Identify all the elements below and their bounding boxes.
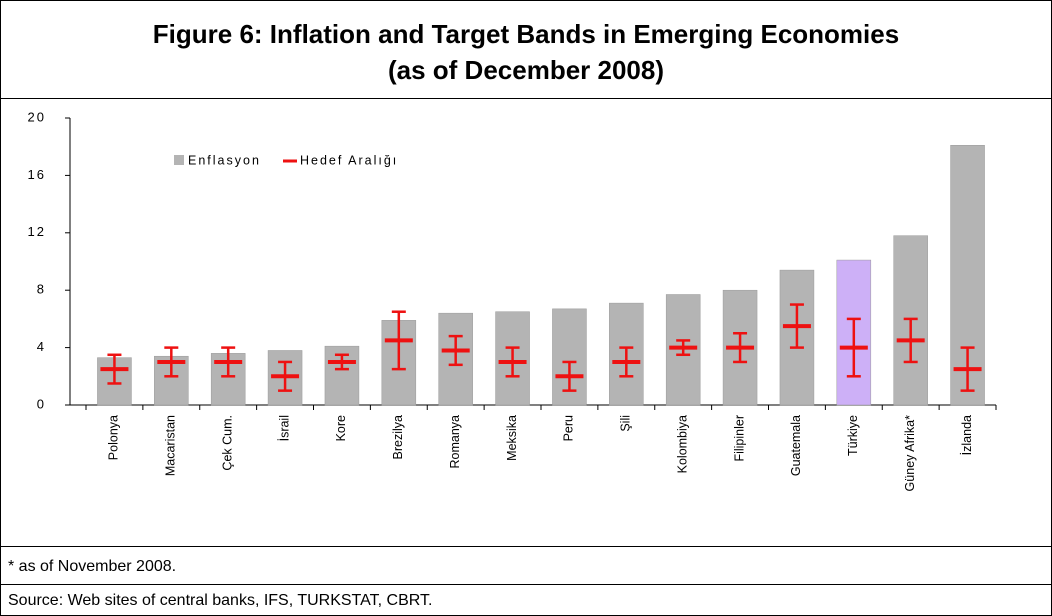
legend-label: Hedef Aralığı [300, 153, 398, 167]
x-tick-label: Guatemala [789, 415, 803, 476]
x-tick-label: Kolombiya [675, 415, 689, 473]
footnote: * as of November 2008. [8, 558, 176, 575]
x-tick-label: Peru [562, 415, 576, 441]
chart-title: Figure 6: Inflation and Target Bands in … [153, 19, 899, 49]
x-tick-label: Çek Cum. [220, 415, 234, 471]
y-tick-label: 8 [37, 282, 46, 297]
x-tick-label: Meksika [505, 415, 519, 461]
y-tick-label: 20 [28, 109, 46, 124]
y-tick-label: 0 [37, 396, 46, 411]
x-tick-label: Macaristan [164, 415, 178, 476]
x-tick-label: Türkiye [846, 415, 860, 456]
x-tick-label: Güney Afrika* [903, 415, 917, 492]
x-tick-label: Kore [334, 415, 348, 441]
y-tick-label: 12 [28, 224, 46, 239]
x-tick-label: Brezilya [391, 415, 405, 460]
x-tick-label: İsrail [277, 415, 291, 441]
y-tick-label: 16 [28, 167, 46, 182]
x-tick-label: Filipinler [732, 415, 746, 462]
y-tick-label: 4 [37, 339, 46, 354]
source: Source: Web sites of central banks, IFS,… [8, 592, 432, 609]
x-tick-label: Polonya [107, 415, 121, 460]
legend-swatch [174, 155, 184, 165]
x-tick-label: Şili [619, 415, 633, 432]
x-tick-label: İzlanda [960, 415, 974, 455]
x-tick-label: Romanya [448, 415, 462, 469]
chart-subtitle: (as of December 2008) [388, 55, 664, 85]
legend-label: Enflasyon [188, 153, 261, 167]
